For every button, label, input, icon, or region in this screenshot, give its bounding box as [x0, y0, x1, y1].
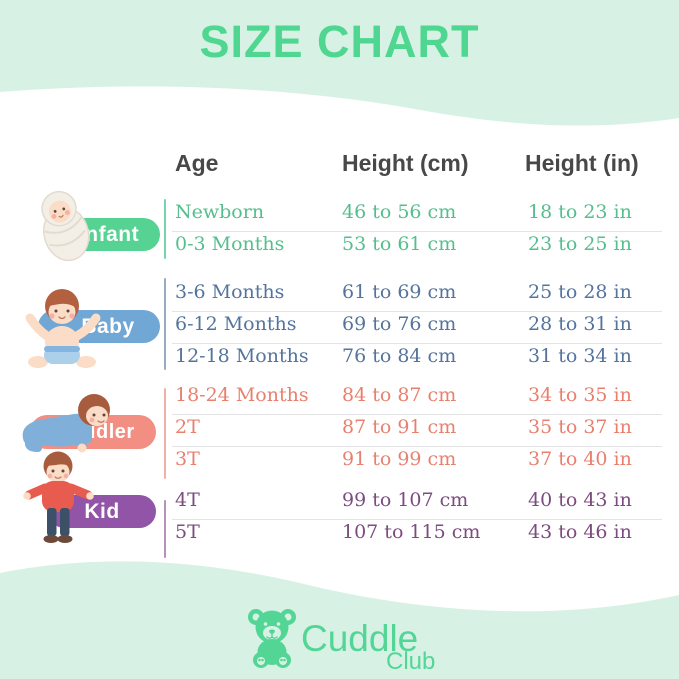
height-cm-cell: 76 to 84 cm [342, 345, 457, 367]
table-row: 18-24 Months 84 to 87 cm 34 to 35 in [0, 384, 679, 412]
height-in-cell: 28 to 31 in [528, 313, 632, 335]
age-cell: Newborn [175, 201, 265, 223]
height-in-cell: 37 to 40 in [528, 448, 632, 470]
height-in-cell: 31 to 34 in [528, 345, 632, 367]
table-row: 6-12 Months 69 to 76 cm 28 to 31 in [0, 313, 679, 341]
height-cm-cell: 61 to 69 cm [342, 281, 457, 303]
column-header-height-cm: Height (cm) [342, 150, 469, 176]
swaddled-baby-illustration-icon [41, 190, 90, 262]
height-in-cell: 40 to 43 in [528, 489, 632, 511]
row-separator [172, 519, 662, 520]
height-in-cell: 18 to 23 in [528, 201, 632, 223]
page-title: SIZE CHART [199, 16, 480, 67]
age-cell: 12-18 Months [175, 345, 309, 367]
height-in-cell: 35 to 37 in [528, 416, 632, 438]
column-header-height-in: Height (in) [525, 150, 639, 176]
height-in-cell: 43 to 46 in [528, 521, 632, 543]
sitting-baby-illustration-icon [25, 289, 101, 368]
row-separator [172, 446, 662, 447]
row-separator [172, 231, 662, 232]
table-row: 3-6 Months 61 to 69 cm 25 to 28 in [0, 281, 679, 309]
table-row: 12-18 Months 76 to 84 cm 31 to 34 in [0, 345, 679, 373]
age-cell: 5T [175, 521, 200, 543]
bottom-wave-banner [0, 561, 679, 679]
age-cell: 6-12 Months [175, 313, 297, 335]
age-cell: 3-6 Months [175, 281, 285, 303]
height-in-cell: 25 to 28 in [528, 281, 632, 303]
height-cm-cell: 107 to 115 cm [342, 521, 481, 543]
table-row: Newborn 46 to 56 cm 18 to 23 in [0, 201, 679, 229]
kid-group-divider [164, 500, 166, 558]
height-cm-cell: 69 to 76 cm [342, 313, 457, 335]
crawling-toddler-illustration-icon [22, 394, 110, 453]
table-row: 3T 91 to 99 cm 37 to 40 in [0, 448, 679, 476]
top-wave-banner [0, 0, 679, 126]
height-in-cell: 34 to 35 in [528, 384, 632, 406]
table-row: 5T 107 to 115 cm 43 to 46 in [0, 521, 679, 549]
teddy-bear-logo-icon [248, 609, 296, 668]
kid-group-label: Kid [84, 499, 120, 523]
age-cell: 0-3 Months [175, 233, 285, 255]
height-cm-cell: 87 to 91 cm [342, 416, 457, 438]
infant-group-label: Infant [78, 222, 140, 246]
toddler-group-divider [164, 388, 166, 479]
height-cm-cell: 53 to 61 cm [342, 233, 457, 255]
age-cell: 18-24 Months [175, 384, 309, 406]
row-separator [172, 414, 662, 415]
age-cell: 2T [175, 416, 200, 438]
table-row: 4T 99 to 107 cm 40 to 43 in [0, 489, 679, 517]
table-row: 0-3 Months 53 to 61 cm 23 to 25 in [0, 233, 679, 261]
infant-group-divider [164, 199, 166, 259]
row-separator [172, 311, 662, 312]
height-cm-cell: 91 to 99 cm [342, 448, 457, 470]
brand-name: Cuddle [301, 618, 419, 659]
height-cm-cell: 46 to 56 cm [342, 201, 457, 223]
age-cell: 4T [175, 489, 200, 511]
height-cm-cell: 99 to 107 cm [342, 489, 469, 511]
height-in-cell: 23 to 25 in [528, 233, 632, 255]
height-cm-cell: 84 to 87 cm [342, 384, 457, 406]
age-cell: 3T [175, 448, 200, 470]
column-header-age: Age [175, 150, 219, 176]
baby-group-divider [164, 278, 166, 370]
brand-subtitle: Club [386, 648, 436, 675]
row-separator [172, 343, 662, 344]
table-row: 2T 87 to 91 cm 35 to 37 in [0, 416, 679, 444]
standing-kid-illustration-icon [23, 451, 94, 543]
